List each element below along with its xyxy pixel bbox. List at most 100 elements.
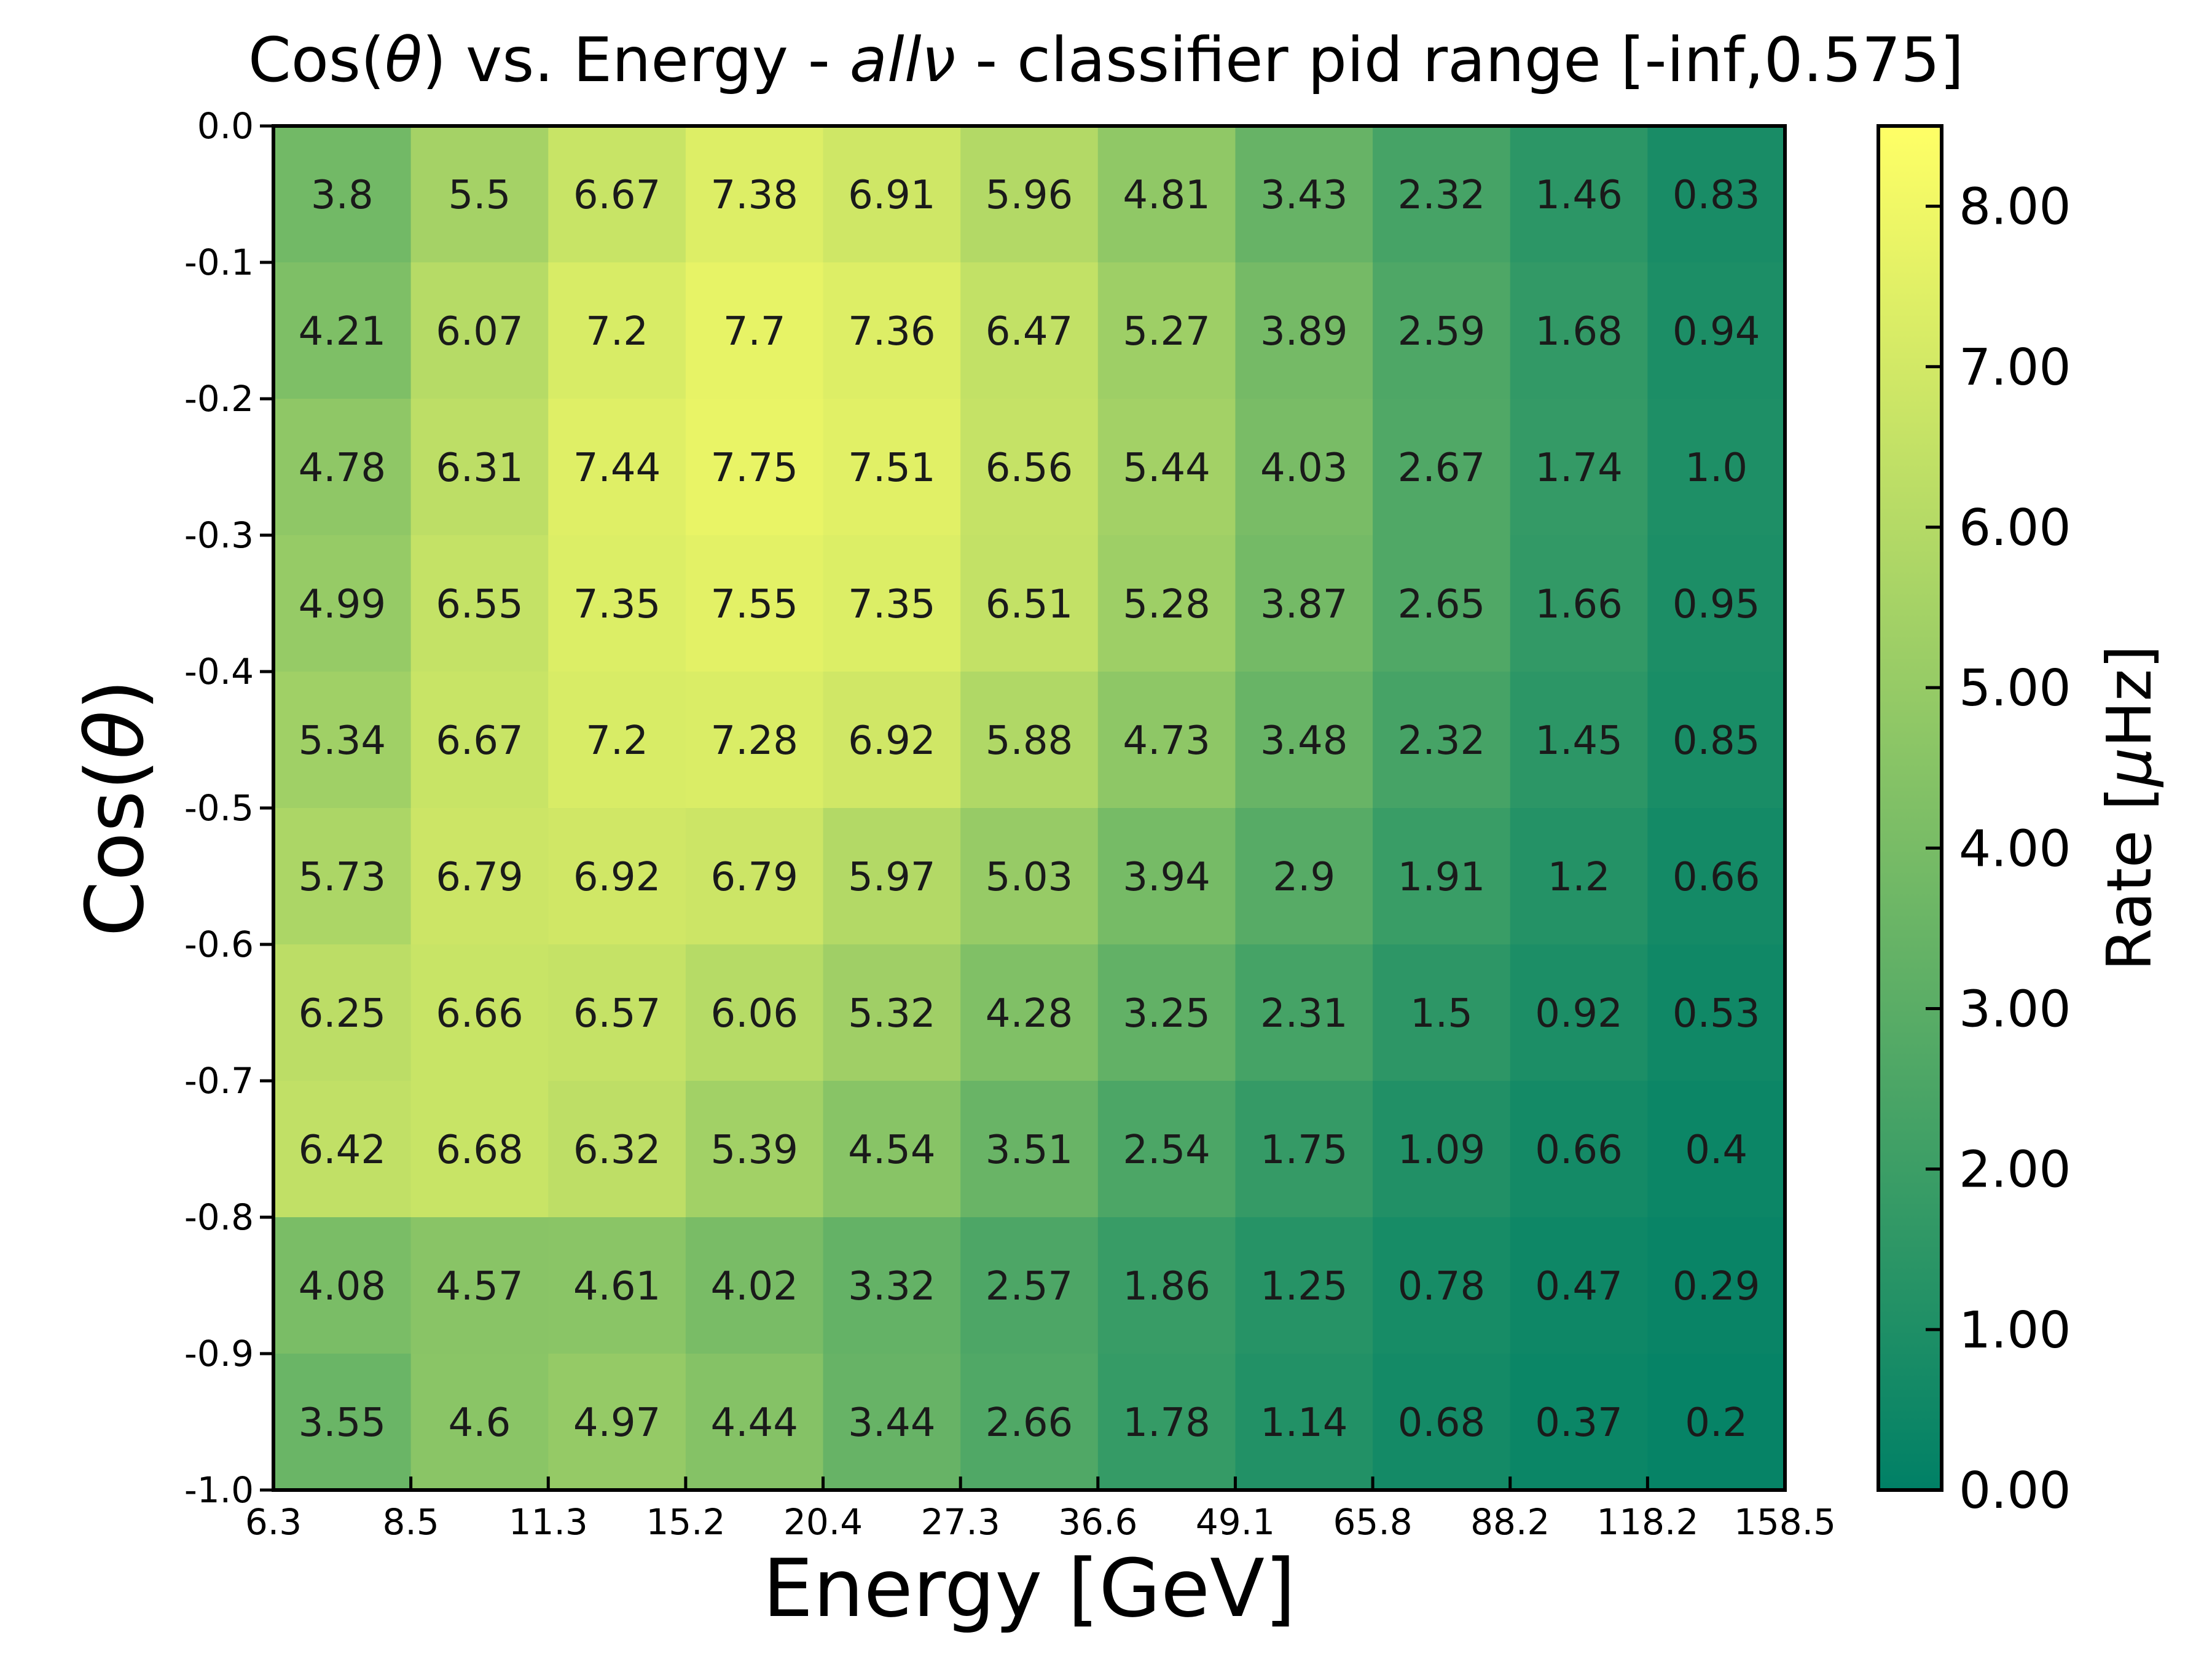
cell-value-label: 1.45 [1535,718,1623,764]
cell-value-label: 7.28 [710,718,798,764]
cell-value-label: 1.91 [1398,855,1486,900]
cell-value-label: 7.75 [710,445,798,491]
cell-value-label: 7.35 [848,582,936,627]
cell-value-label: 3.94 [1123,855,1210,900]
cell-value-label: 6.57 [573,991,661,1037]
cell-value-label: 0.95 [1673,582,1760,627]
cell-value-label: 0.94 [1673,309,1760,355]
heatmap-cell [1097,1081,1236,1218]
heatmap-cell [1235,808,1373,945]
cell-value-label: 6.56 [986,445,1073,491]
x-tick-label: 158.5 [1734,1501,1836,1543]
y-axis-ticks: 0.0 -0.1 -0.2 -0.3 -0.4 -0.5 -0.6 -0.7 -0.8 -0.9 -… [184,105,273,1511]
heatmap-cell [1235,1081,1373,1218]
cell-value-label: 4.57 [436,1264,524,1309]
heatmap-cell [823,1081,961,1218]
cell-value-label: 6.47 [986,309,1073,355]
heatmap-cell [685,1354,824,1491]
cell-value-label: 1.46 [1535,173,1623,218]
cell-value-label: 6.67 [573,173,661,218]
heatmap-cell [1510,535,1648,672]
colorbar-tick-label: 1.00 [1959,1301,2071,1360]
cell-value-label: 6.42 [299,1128,386,1173]
heatmap-cell [548,944,686,1081]
heatmap-cell [1510,672,1648,809]
heatmap-cell [1510,808,1648,945]
heatmap-cell [960,808,1099,945]
colorbar-tick-label: 7.00 [1959,339,2071,397]
x-tick-label: 49.1 [1196,1501,1275,1543]
heatmap-cell [548,126,686,263]
cell-value-label: 4.73 [1123,718,1210,764]
cell-value-label: 7.36 [848,309,936,355]
heatmap-cell [410,126,549,263]
heatmap-cell [548,1354,686,1491]
cell-value-label: 1.25 [1260,1264,1348,1309]
heatmap-cell [1235,262,1373,399]
heatmap-cell [1235,126,1373,263]
heatmap-cell [410,944,549,1081]
cell-value-label: 0.53 [1673,991,1760,1037]
heatmap-cell [548,1081,686,1218]
y-tick-label: -0.1 [184,241,254,283]
cell-value-label: 0.78 [1398,1264,1486,1309]
heatmap-cell [1097,126,1236,263]
heatmap-cell [960,672,1099,809]
cell-value-label: 6.07 [436,309,524,355]
colorbar-tick-label: 2.00 [1959,1141,2071,1199]
cell-value-label: 7.7 [723,309,786,355]
y-tick-label: -1.0 [184,1469,254,1511]
cell-value-label: 1.75 [1260,1128,1348,1173]
cell-value-label: 1.5 [1410,991,1473,1037]
heatmap-cell [273,1217,412,1354]
cell-value-label: 6.91 [848,173,936,218]
heatmap-cell [548,535,686,672]
x-tick-label: 11.3 [509,1501,588,1543]
y-tick-label: 0.0 [197,105,254,147]
heatmap-cell [410,808,549,945]
heatmap-cell [685,262,824,399]
heatmap-cell [1373,672,1511,809]
x-tick-label: 65.8 [1333,1501,1413,1543]
heatmap-cell [1647,1354,1786,1491]
cell-value-label: 6.51 [986,582,1073,627]
heatmap-cell [1510,1354,1648,1491]
heatmap-cell [273,126,412,263]
cell-value-label: 2.9 [1273,855,1335,900]
heatmap-cell [1647,399,1786,536]
cell-value-label: 1.68 [1535,309,1623,355]
cell-value-label: 1.74 [1535,445,1623,491]
heatmap-cell [273,399,412,536]
heatmap-cell [960,1354,1099,1491]
y-tick-label: -0.6 [184,924,254,965]
cell-value-label: 4.6 [449,1400,511,1446]
cell-value-label: 2.31 [1260,991,1348,1037]
cell-value-label: 3.55 [299,1400,386,1446]
cell-value-label: 5.88 [986,718,1073,764]
cell-value-label: 3.43 [1260,173,1348,218]
heatmap-cell [823,535,961,672]
cell-value-label: 2.65 [1398,582,1486,627]
cell-value-label: 6.68 [436,1128,524,1173]
cell-value-label: 7.55 [710,582,798,627]
cell-value-label: 7.44 [573,445,661,491]
cell-value-label: 0.37 [1535,1400,1623,1446]
heatmap-cell [1510,1217,1648,1354]
cell-value-label: 6.92 [848,718,936,764]
x-tick-label: 15.2 [646,1501,725,1543]
chart-title: Cos(θ) vs. Energy - allν - classifier pi… [248,24,1964,96]
cell-value-label: 4.28 [986,991,1073,1037]
cell-value-label: 0.4 [1685,1128,1747,1173]
colorbar-tick-label: 3.00 [1959,980,2071,1038]
cell-value-label: 0.85 [1673,718,1760,764]
heatmap-cell-labels: 3.8 5.5 6.67 7.38 6.91 5.96 4.81 3.43 2.32 1.46 0.… [299,173,1760,1446]
heatmap-cell [410,672,549,809]
cell-value-label: 2.57 [986,1264,1073,1309]
heatmap-cell [685,399,824,536]
heatmap-cell [273,1354,412,1491]
heatmap-cell [273,535,412,672]
cell-value-label: 2.32 [1398,173,1486,218]
heatmap-cell [960,944,1099,1081]
heatmap-cell [960,1217,1099,1354]
x-tick-label: 20.4 [783,1501,863,1543]
